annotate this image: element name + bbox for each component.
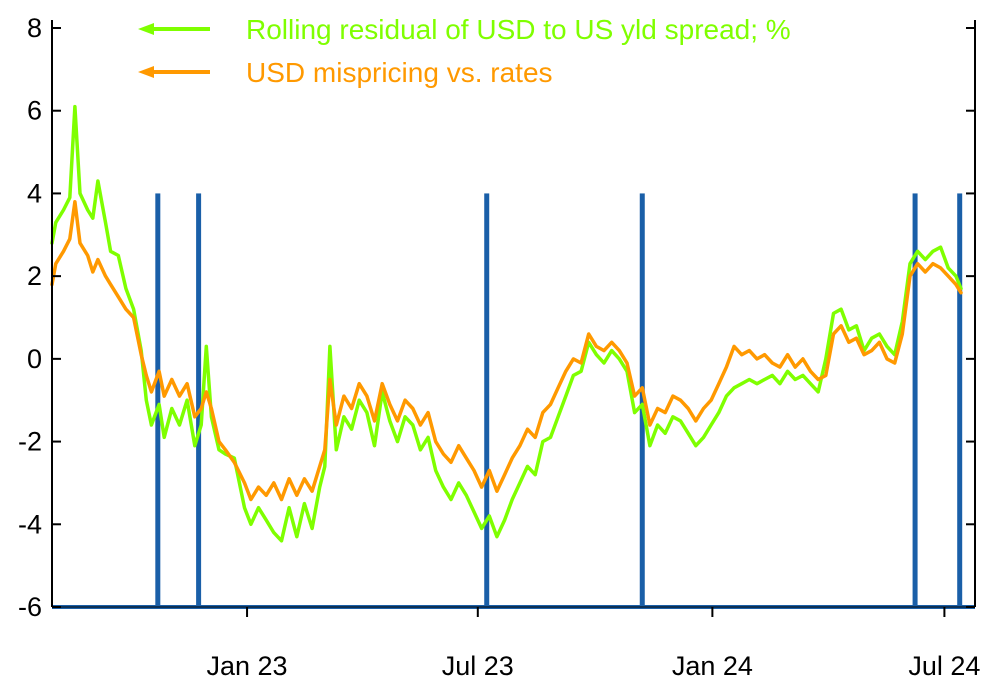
x-tick-label: Jul 24 [908,651,980,681]
event-bar [957,193,963,607]
y-tick-label: -4 [18,509,42,539]
series-line-1 [50,104,963,543]
x-tick-label: Jul 23 [442,651,514,681]
legend-label-1: Rolling residual of USD to US yld spread… [246,14,791,45]
y-tick-label: 2 [27,261,42,291]
series-line-2 [50,199,963,502]
y-tick-label: 0 [27,344,42,374]
event-bar [196,193,202,607]
legend: Rolling residual of USD to US yld spread… [138,14,791,88]
legend-label-2: USD mispricing vs. rates [246,57,553,88]
x-tick-label: Jan 23 [207,651,288,681]
event-bar [639,193,645,607]
y-tick-label: 8 [27,13,42,43]
legend-arrow-icon [138,23,154,35]
x-tick-label: Jan 24 [672,651,753,681]
y-tick-label: -2 [18,427,42,457]
axes: -6 -4 -2 0 2 4 6 8 Jan 23 Jul 23 Jan 24 Jul 24 [18,13,980,681]
legend-arrow-icon [138,66,154,78]
event-bar [155,193,161,607]
series-layer [50,104,963,543]
event-bar [912,193,918,607]
y-tick-label: -6 [18,592,42,622]
y-tick-label: 4 [27,178,42,208]
event-bar [484,193,490,607]
y-tick-label: 6 [27,96,42,126]
